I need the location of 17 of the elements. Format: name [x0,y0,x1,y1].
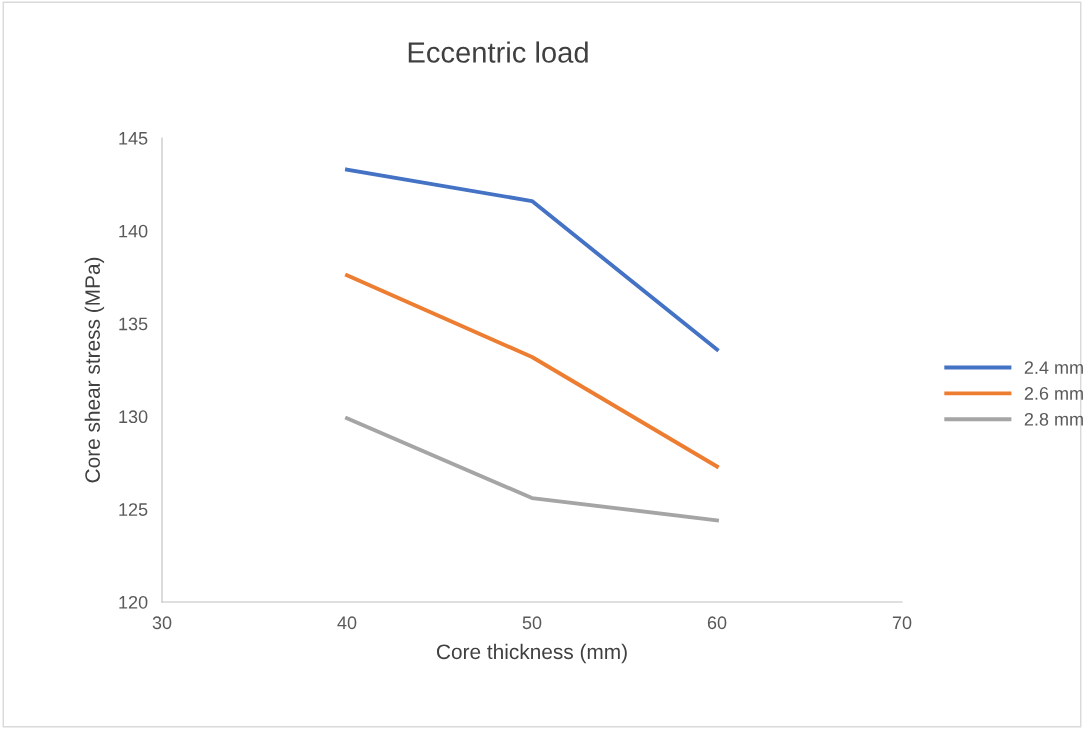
x-tick-label: 40 [337,616,357,630]
y-tick-label: 130 [119,410,148,424]
x-axis-title: Core thickness (mm) [436,643,627,664]
legend-label: 2.8 mm [1024,412,1083,426]
y-tick-label: 120 [119,595,148,609]
y-tick-label: 145 [119,132,148,145]
chart-title: Eccentric load [408,41,588,63]
x-tick-label: 30 [152,616,172,630]
y-tick-label: 125 [119,503,148,516]
x-tick-label: 70 [892,616,912,630]
x-tick-label: 50 [522,616,542,630]
y-tick-label: 140 [119,224,148,238]
legend-label: 2.4 mm [1024,361,1083,374]
x-tick-label: 60 [707,616,727,630]
y-axis-title: Core shear stress (MPa) [84,257,105,483]
legend-label: 2.6 mm [1024,387,1083,400]
y-tick-label: 135 [119,317,148,331]
